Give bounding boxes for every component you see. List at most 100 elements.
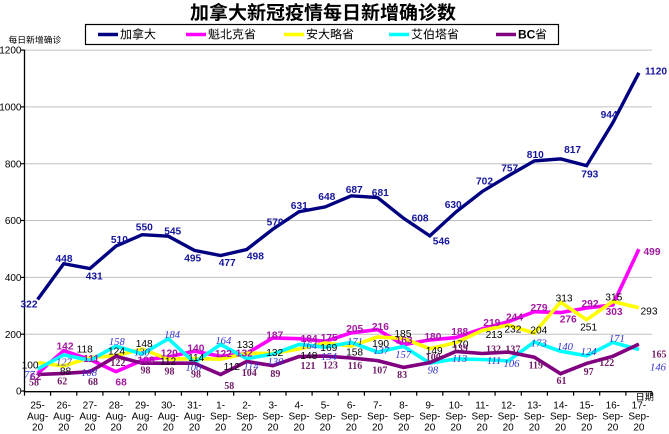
svg-text:185: 185 [394,329,411,340]
svg-text:68: 68 [88,377,98,388]
svg-text:3-: 3- [268,401,277,412]
svg-text:Aug-: Aug- [184,412,205,423]
svg-text:Sep-: Sep- [550,412,571,423]
svg-text:108: 108 [138,355,155,366]
svg-text:213: 213 [486,330,503,341]
svg-text:6-: 6- [347,401,356,412]
svg-text:313: 313 [556,294,573,305]
svg-text:100: 100 [185,363,202,374]
svg-text:68: 68 [115,377,127,388]
svg-text:27-: 27- [83,401,97,412]
svg-text:Sep-: Sep- [236,412,257,423]
svg-text:702: 702 [476,177,493,188]
svg-text:Sep-: Sep- [576,412,597,423]
svg-text:11-: 11- [475,401,489,412]
svg-text:154: 154 [321,352,338,363]
svg-text:122: 122 [599,358,614,369]
svg-text:546: 546 [433,236,450,247]
svg-text:58: 58 [29,378,39,389]
svg-text:148: 148 [136,339,153,350]
svg-text:205: 205 [346,324,363,335]
svg-text:9-: 9- [425,401,434,412]
svg-text:121: 121 [301,361,316,372]
svg-text:98: 98 [428,366,439,377]
svg-text:20: 20 [137,423,149,434]
svg-text:322: 322 [21,299,38,310]
svg-text:510: 510 [111,235,128,246]
svg-text:164: 164 [215,336,232,347]
svg-text:Sep-: Sep- [472,412,493,423]
svg-text:608: 608 [412,213,429,224]
svg-text:98: 98 [165,366,175,377]
svg-text:Sep-: Sep- [341,412,362,423]
svg-text:20: 20 [503,423,515,434]
svg-text:Aug-: Aug- [105,412,126,423]
svg-text:122: 122 [215,349,232,360]
svg-text:124: 124 [108,347,125,358]
svg-text:251: 251 [580,322,597,333]
svg-text:20: 20 [189,423,201,434]
svg-text:165: 165 [652,350,667,361]
svg-text:118: 118 [77,345,94,356]
svg-text:149: 149 [426,346,443,357]
svg-text:188: 188 [451,327,468,338]
svg-text:232: 232 [504,325,521,336]
svg-text:98: 98 [191,370,201,381]
svg-text:158: 158 [109,337,126,348]
svg-text:142: 142 [57,342,74,353]
svg-text:137: 137 [373,346,390,357]
svg-text:124: 124 [581,347,598,358]
svg-text:146: 146 [650,362,667,373]
svg-text:276: 276 [560,315,577,326]
svg-text:810: 810 [527,150,544,161]
svg-text:292: 292 [582,299,599,310]
svg-text:132: 132 [266,348,283,359]
svg-text:681: 681 [372,188,389,199]
svg-text:20: 20 [633,423,645,434]
svg-text:20: 20 [529,423,541,434]
svg-text:279: 279 [531,303,548,314]
svg-text:687: 687 [346,185,363,196]
svg-text:14-: 14- [553,401,567,412]
svg-text:119: 119 [529,361,543,372]
svg-text:122: 122 [110,358,125,369]
svg-text:545: 545 [164,227,181,238]
svg-text:98: 98 [141,366,151,377]
svg-text:495: 495 [184,254,201,265]
svg-text:1000: 1000 [0,103,22,114]
svg-text:169: 169 [320,343,337,354]
svg-text:944: 944 [601,110,618,121]
svg-text:62: 62 [30,372,42,383]
svg-text:123: 123 [323,360,338,371]
svg-text:15-: 15- [579,401,593,412]
svg-text:158: 158 [346,348,363,359]
svg-text:148: 148 [300,351,317,362]
svg-text:20: 20 [241,423,253,434]
svg-text:Sep-: Sep- [498,412,519,423]
svg-text:112: 112 [224,362,241,373]
svg-text:244: 244 [506,313,523,324]
svg-text:31-: 31- [187,401,201,412]
svg-text:62: 62 [57,377,67,388]
svg-text:20: 20 [163,423,175,434]
svg-text:132: 132 [236,349,253,360]
svg-text:Sep-: Sep- [288,412,309,423]
svg-text:Sep-: Sep- [367,412,388,423]
svg-text:77: 77 [24,370,35,381]
svg-text:13-: 13- [527,401,541,412]
svg-text:187: 187 [266,331,283,342]
svg-text:448: 448 [56,254,73,265]
svg-text:Sep-: Sep- [602,412,623,423]
svg-text:20: 20 [450,423,462,434]
svg-text:315: 315 [605,293,622,304]
svg-text:20: 20 [110,423,122,434]
svg-text:20: 20 [555,423,567,434]
svg-text:137: 137 [505,345,520,356]
svg-text:104: 104 [242,368,257,379]
svg-text:17-: 17- [632,401,646,412]
svg-text:20: 20 [581,423,593,434]
svg-text:Sep-: Sep- [210,412,231,423]
svg-text:200: 200 [5,330,22,341]
svg-text:Sep-: Sep- [445,412,466,423]
svg-text:170: 170 [452,339,469,350]
